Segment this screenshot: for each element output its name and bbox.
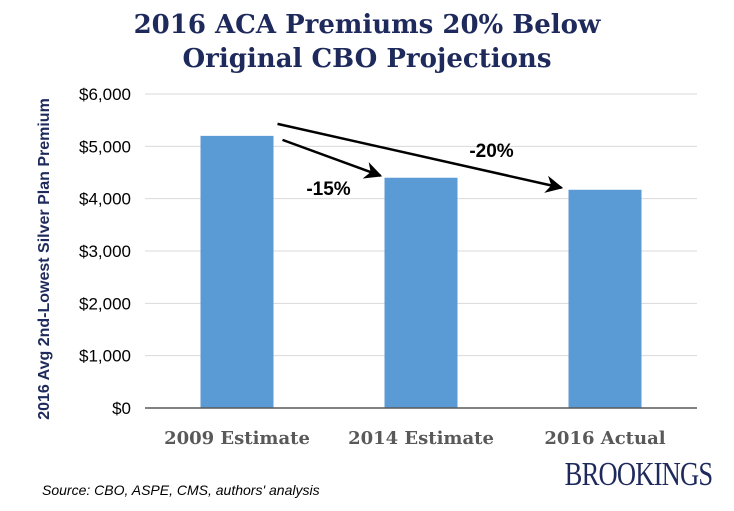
bar [384, 177, 458, 408]
chart-title-line-1: 2016 ACA Premiums 20% Below [133, 10, 601, 40]
y-tick-label: $1,000 [79, 347, 131, 366]
bars [200, 135, 642, 408]
x-tick-label: 2016 Actual [544, 428, 665, 449]
y-tick-label: $5,000 [79, 137, 131, 156]
chart-title: 2016 ACA Premiums 20% Below Original CBO… [0, 8, 734, 76]
brookings-logo: BROOKINGS [564, 456, 712, 493]
y-tick-label: $0 [112, 399, 131, 418]
y-tick-label: $4,000 [79, 190, 131, 209]
axes: $0 $1,000 $2,000 $3,000 $4,000 $5,000 $6,000 20… [36, 85, 697, 449]
bar [568, 189, 642, 408]
arrow-2009-to-2016 [277, 122, 564, 193]
y-tick-label: $6,000 [79, 85, 131, 104]
bar [200, 135, 274, 408]
source-note: Source: CBO, ASPE, CMS, authors' analysi… [42, 482, 320, 498]
annotations: -15% -20% [277, 122, 564, 200]
y-tick-label: $2,000 [79, 294, 131, 313]
label-minus-15-percent: -15% [306, 179, 350, 200]
x-tick-label: 2014 Estimate [348, 428, 494, 449]
label-minus-20-percent: -20% [469, 141, 513, 162]
y-tick-label: $3,000 [79, 242, 131, 261]
chart-title-line-2: Original CBO Projections [182, 44, 552, 74]
x-tick-label: 2009 Estimate [164, 428, 310, 449]
arrow-2009-to-2014 [282, 138, 383, 179]
y-axis-label: 2016 Avg 2nd-Lowest Silver Plan Premium [36, 98, 53, 420]
